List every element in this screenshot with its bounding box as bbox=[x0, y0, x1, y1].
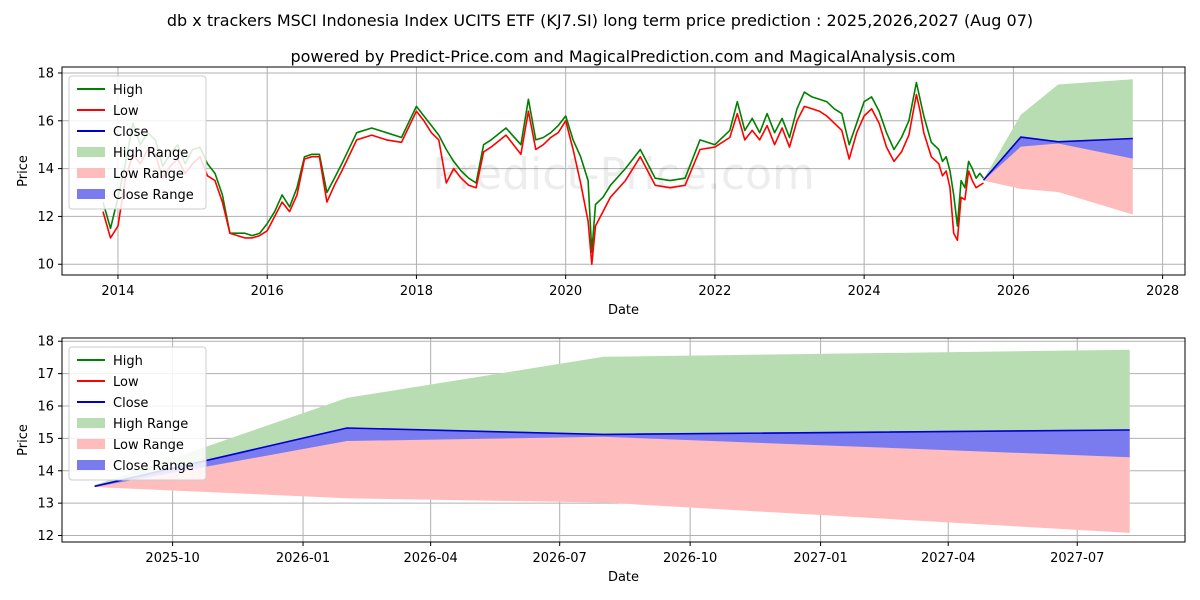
history-panel: Predict-Price.com 2014 2016 2018 2020 2022 202… bbox=[16, 66, 1186, 318]
legend: High Low Close High Range Low Range Close Ran… bbox=[68, 75, 207, 210]
y-tick-label: 18 bbox=[37, 66, 54, 81]
legend-label: Close Range bbox=[113, 459, 194, 474]
x-tick-label: 2020 bbox=[549, 284, 582, 299]
x-tick-label: 2026 bbox=[997, 284, 1030, 299]
plot-frame bbox=[61, 66, 1186, 276]
x-tick-label: 2027-01 bbox=[793, 551, 847, 566]
close-series-line bbox=[94, 427, 1130, 488]
y-tick-label: 10 bbox=[37, 258, 54, 273]
x-tick-label: 2026-04 bbox=[403, 551, 457, 566]
chart-title: db x trackers MSCI Indonesia Index UCITS… bbox=[167, 11, 1033, 30]
y-tick-label: 17 bbox=[37, 367, 54, 382]
forecast-panel: Predict-Price.com2025-102026-012026-0420… bbox=[16, 335, 1186, 585]
y-tick-label: 16 bbox=[37, 114, 54, 129]
x-tick-label: 2026-07 bbox=[533, 551, 587, 566]
legend-label: Close bbox=[113, 396, 148, 411]
high-range-band bbox=[94, 349, 1130, 487]
x-tick-label: 2022 bbox=[698, 284, 731, 299]
x-tick-label: 2028 bbox=[1146, 284, 1179, 299]
y-tick-label: 13 bbox=[37, 497, 54, 512]
low-range-band bbox=[983, 137, 1133, 215]
x-tick-label: 2026-01 bbox=[276, 551, 330, 566]
low-range-band bbox=[94, 428, 1130, 533]
high-range-band bbox=[983, 79, 1133, 181]
x-axis-label: Date bbox=[608, 303, 639, 318]
y-tick-label: 12 bbox=[37, 210, 54, 225]
y-axis-label: Price bbox=[16, 155, 31, 187]
legend-swatch bbox=[77, 189, 105, 199]
legend: High Low Close High Range Low Range Close Ran… bbox=[68, 346, 207, 481]
legend-label: High Range bbox=[113, 146, 188, 161]
legend-label: High Range bbox=[113, 417, 188, 432]
x-tick-label: 2024 bbox=[848, 284, 881, 299]
high-series-line bbox=[102, 81, 985, 254]
low-series-line bbox=[102, 93, 984, 266]
legend-label: Close Range bbox=[113, 188, 194, 203]
x-tick-label: 2025-10 bbox=[145, 551, 199, 566]
x-tick-label: 2027-07 bbox=[1050, 551, 1104, 566]
x-tick-label: 2018 bbox=[400, 284, 433, 299]
legend-swatch bbox=[77, 147, 105, 157]
plot-frame bbox=[61, 337, 1186, 543]
legend-swatch bbox=[77, 460, 105, 470]
y-tick-label: 12 bbox=[37, 529, 54, 544]
y-tick-label: 14 bbox=[37, 464, 54, 479]
x-tick-label: 2026-10 bbox=[663, 551, 717, 566]
x-tick-label: 2014 bbox=[101, 284, 134, 299]
watermark-text: Predict-Price.com bbox=[432, 149, 815, 200]
x-tick-label: 2016 bbox=[251, 284, 284, 299]
legend-swatch bbox=[77, 439, 105, 449]
legend-swatch bbox=[77, 418, 105, 428]
y-axis-label: Price bbox=[16, 424, 31, 456]
y-tick-label: 16 bbox=[37, 400, 54, 415]
y-tick-label: 14 bbox=[37, 162, 54, 177]
legend-label: Low Range bbox=[113, 167, 184, 182]
close-range-band bbox=[94, 428, 1130, 487]
legend-label: Low Range bbox=[113, 438, 184, 453]
legend-label: High bbox=[113, 354, 143, 369]
legend-label: High bbox=[113, 83, 143, 98]
y-tick-label: 15 bbox=[37, 432, 54, 447]
legend-label: Low bbox=[113, 375, 139, 390]
close-range-band bbox=[983, 137, 1133, 181]
y-tick-label: 18 bbox=[37, 335, 54, 350]
close-series-line bbox=[982, 136, 1133, 181]
legend-swatch bbox=[77, 168, 105, 178]
legend-label: Close bbox=[113, 125, 148, 140]
x-tick-label: 2027-04 bbox=[921, 551, 975, 566]
legend-label: Low bbox=[113, 104, 139, 119]
x-axis-label: Date bbox=[608, 570, 639, 585]
chart-subtitle: powered by Predict-Price.com and Magical… bbox=[290, 47, 955, 66]
